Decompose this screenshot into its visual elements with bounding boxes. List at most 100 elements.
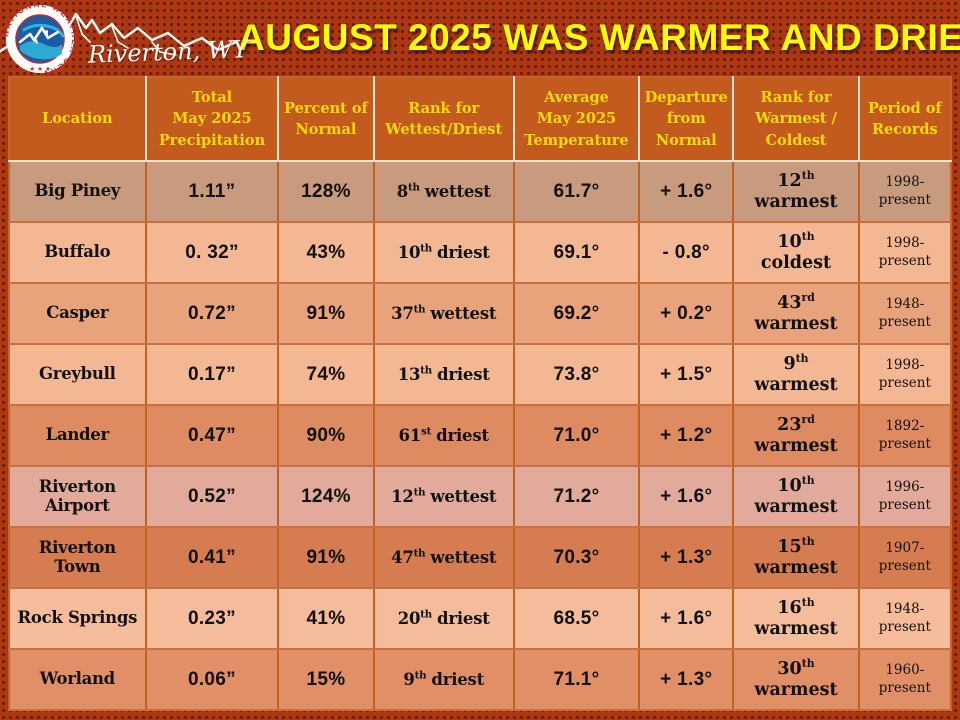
rank-label: warmest bbox=[754, 435, 838, 456]
temperature-value: 61.7° bbox=[553, 180, 600, 202]
rank-label: warmest bbox=[754, 679, 838, 700]
cell-rank-wettest-driest: 8th wettest bbox=[372, 160, 515, 223]
nws-logo-graphic: NATIONAL WEATHER SERVICE ★ ★ ★ bbox=[0, 0, 238, 78]
rank-ordinal-suffix: th bbox=[407, 181, 420, 194]
departure-value: - 0.8° bbox=[662, 241, 710, 263]
rank-ordinal-suffix: rd bbox=[801, 290, 815, 304]
percent-value: 43% bbox=[306, 241, 346, 263]
cell-percent-normal: 124% bbox=[277, 465, 375, 528]
cell-departure: + 1.6° bbox=[638, 465, 735, 528]
cell-departure: + 1.3° bbox=[638, 526, 735, 589]
cell-percent-normal: 43% bbox=[277, 221, 375, 284]
rank-label: driest bbox=[437, 243, 490, 262]
cell-rank-warmest-coldest: 16th warmest bbox=[732, 587, 860, 650]
rank-label: coldest bbox=[760, 252, 832, 273]
cell-percent-normal: 128% bbox=[277, 160, 375, 223]
cell-rank-warmest-coldest: 30th warmest bbox=[732, 648, 860, 711]
percent-value: 90% bbox=[306, 424, 346, 446]
rank-number: 9 bbox=[783, 353, 796, 374]
departure-value: + 1.6° bbox=[660, 180, 713, 202]
location-label: Lander bbox=[45, 425, 110, 445]
column-header-rank-wettest-driest: Rank for Wettest/Driest bbox=[372, 77, 515, 162]
rank-ordinal: 10th bbox=[737, 229, 854, 253]
star-icons: ★ ★ ★ bbox=[29, 65, 51, 73]
rank-ordinal: 15th bbox=[737, 536, 854, 558]
cell-percent-normal: 90% bbox=[277, 404, 375, 467]
cell-average-temperature: 69.2° bbox=[512, 282, 641, 345]
departure-value: + 1.6° bbox=[660, 607, 713, 629]
cell-precipitation: 0.17” bbox=[144, 343, 280, 406]
cell-departure: + 1.3° bbox=[638, 648, 735, 711]
cell-location: Riverton Town bbox=[9, 526, 147, 589]
cell-location: Casper bbox=[9, 282, 147, 345]
rank-number: 15 bbox=[777, 536, 802, 557]
cell-rank-wettest-driest: 37th wettest bbox=[372, 282, 515, 345]
precipitation-value: 0.41” bbox=[187, 546, 236, 568]
nws-seal-icon: NATIONAL WEATHER SERVICE ★ ★ ★ bbox=[0, 0, 77, 78]
location-label: Casper bbox=[46, 303, 109, 323]
departure-value: + 1.3° bbox=[660, 546, 713, 568]
departure-value: + 1.3° bbox=[660, 668, 713, 690]
rank-ordinal-suffix: th bbox=[801, 168, 815, 182]
cell-percent-normal: 91% bbox=[277, 282, 375, 345]
cell-precipitation: 0.23” bbox=[144, 587, 280, 650]
departure-value: + 1.2° bbox=[660, 424, 713, 446]
rank-label: driest bbox=[436, 426, 489, 445]
rank-ordinal: 10th bbox=[737, 473, 854, 497]
rank-number: 10 bbox=[397, 243, 421, 262]
location-label: Riverton Town bbox=[38, 537, 116, 576]
percent-value: 128% bbox=[301, 180, 351, 202]
rank-label: driest bbox=[437, 609, 490, 628]
header-row: Location Total May 2025 Precipitation Pe… bbox=[9, 77, 951, 162]
rank-number: 12 bbox=[777, 170, 802, 191]
cell-average-temperature: 71.1° bbox=[512, 648, 641, 711]
table-row: Buffalo 0. 32” 43% 10th driest 69.1° - 0.… bbox=[9, 221, 951, 284]
rank-label: wettest bbox=[430, 304, 497, 323]
cell-rank-wettest-driest: 12th wettest bbox=[372, 465, 515, 528]
rank-number: 30 bbox=[777, 658, 802, 679]
rank-ordinal-suffix: th bbox=[413, 486, 426, 499]
rank-number: 16 bbox=[777, 597, 802, 618]
precipitation-value: 0.72” bbox=[187, 302, 236, 324]
climate-table: Location Total May 2025 Precipitation Pe… bbox=[8, 76, 952, 711]
cell-location: Lander bbox=[9, 404, 147, 467]
column-header-location: Location bbox=[9, 77, 147, 162]
precipitation-value: 0.17” bbox=[187, 363, 236, 385]
column-header-precipitation: Total May 2025 Precipitation bbox=[144, 77, 280, 162]
location-label: Rock Springs bbox=[17, 608, 138, 628]
rank-label: warmest bbox=[754, 496, 838, 517]
rank-ordinal-suffix: th bbox=[420, 608, 432, 621]
cell-average-temperature: 61.7° bbox=[512, 160, 641, 223]
rank-label: driest bbox=[437, 365, 490, 384]
rank-ordinal: 30th bbox=[737, 658, 854, 680]
cell-location: Rock Springs bbox=[9, 587, 147, 650]
cell-departure: + 0.2° bbox=[638, 282, 735, 345]
cell-percent-normal: 15% bbox=[277, 648, 375, 711]
cell-period-of-records: 1948- present bbox=[857, 282, 951, 345]
rank-ordinal-suffix: th bbox=[801, 229, 815, 243]
rank-number: 43 bbox=[777, 292, 802, 313]
rank-label: warmest bbox=[754, 313, 838, 334]
rank-label: wettest bbox=[424, 182, 491, 201]
cell-average-temperature: 68.5° bbox=[512, 587, 641, 650]
rank-ordinal-suffix: th bbox=[420, 242, 432, 255]
rank-label: warmest bbox=[754, 557, 838, 578]
rank-ordinal-suffix: th bbox=[801, 473, 815, 487]
rank-ordinal-suffix: rd bbox=[801, 412, 815, 426]
rank-ordinal: 12th bbox=[737, 168, 854, 192]
table-row: Rock Springs 0.23” 41% 20th driest 68.5° … bbox=[9, 587, 951, 650]
temperature-value: 73.8° bbox=[553, 363, 600, 385]
precipitation-value: 0.52” bbox=[187, 485, 236, 507]
temperature-value: 69.1° bbox=[553, 241, 600, 263]
cell-rank-wettest-driest: 61st driest bbox=[372, 404, 515, 467]
percent-value: 41% bbox=[306, 607, 346, 629]
rank-number: 13 bbox=[397, 365, 421, 384]
cell-rank-wettest-driest: 47th wettest bbox=[372, 526, 515, 589]
cell-average-temperature: 70.3° bbox=[512, 526, 641, 589]
cell-precipitation: 0.41” bbox=[144, 526, 280, 589]
location-label: Big Piney bbox=[34, 181, 121, 201]
cell-rank-wettest-driest: 9th driest bbox=[372, 648, 515, 711]
cell-departure: - 0.8° bbox=[638, 221, 735, 284]
page-title: AUGUST 2025 WAS WARMER AND DRIER bbox=[238, 17, 960, 58]
